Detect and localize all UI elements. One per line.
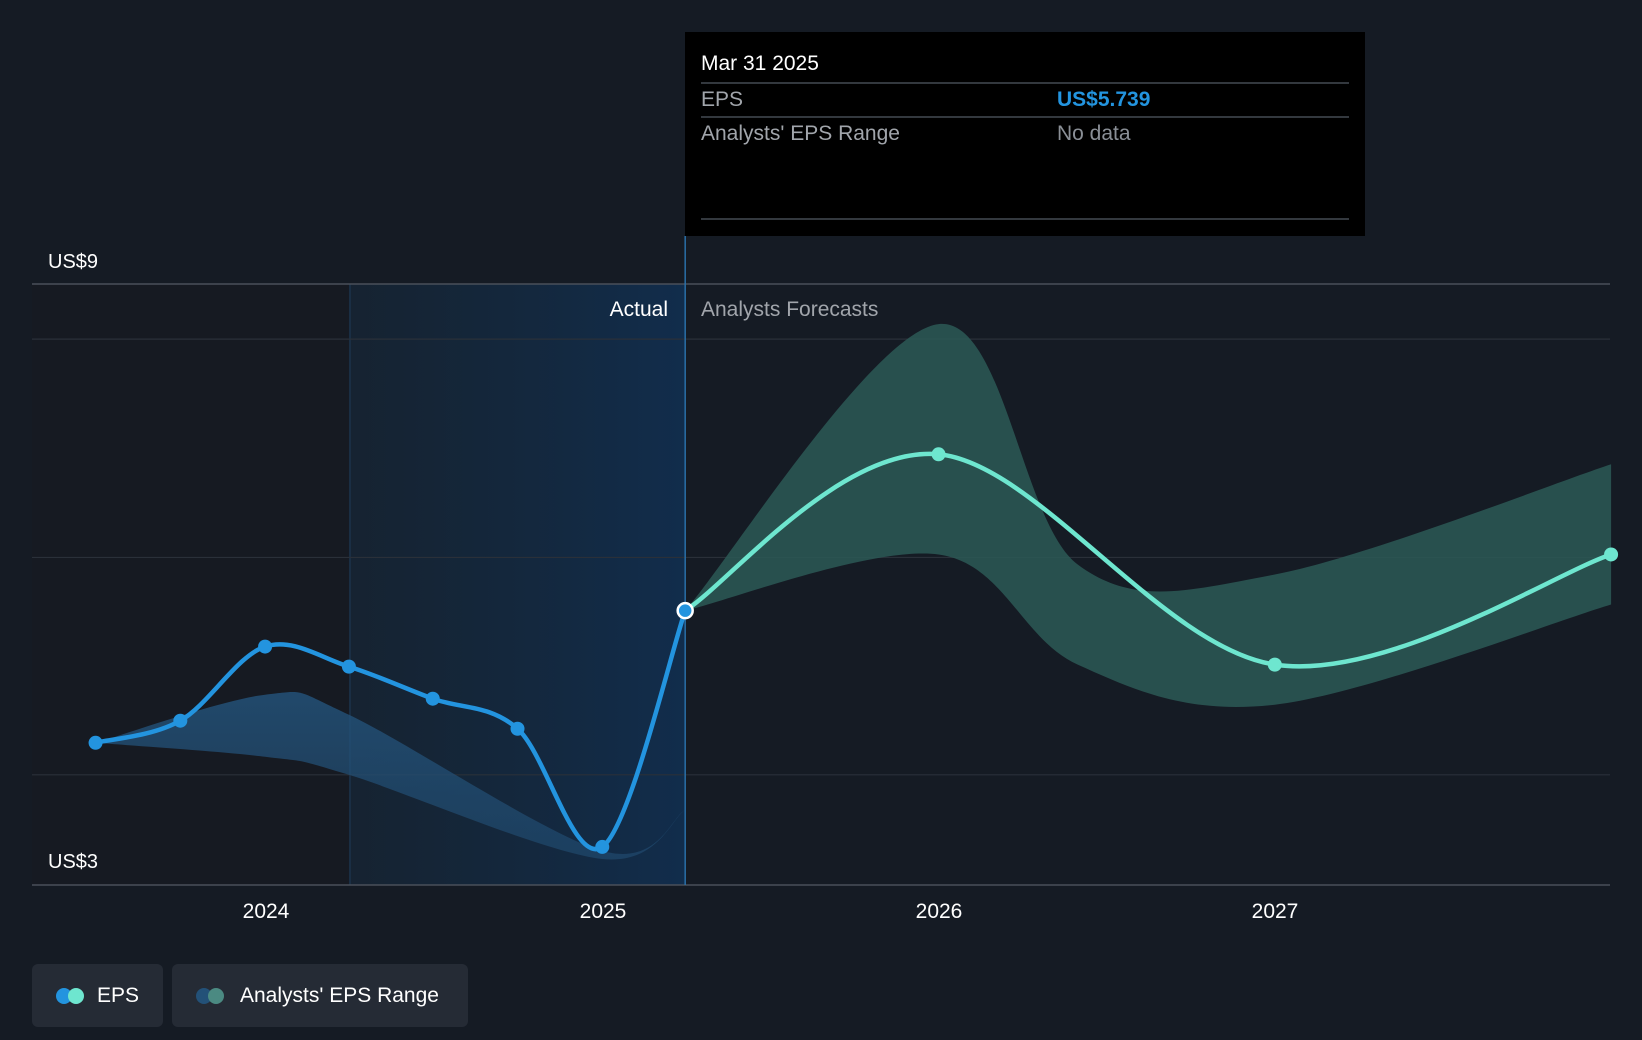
legend-eps-button[interactable]: EPS (32, 964, 163, 1027)
tooltip-box (685, 32, 1365, 236)
actual-period-highlight (348, 284, 686, 885)
tooltip-range-value: No data (1057, 122, 1131, 145)
y-tick-label-bottom: US$3 (48, 851, 98, 873)
eps-line-forecast (682, 451, 1614, 669)
eps-point-actual (258, 639, 273, 654)
eps-point-actual (510, 721, 525, 736)
range-legend-icon (196, 987, 226, 1004)
eps-legend-icon (56, 987, 84, 1004)
tooltip-range-label: Analysts' EPS Range (701, 122, 900, 145)
tooltip-date: Mar 31 2025 (701, 52, 819, 75)
tooltip: Mar 31 2025 EPS US$5.739 Analysts' EPS R… (685, 32, 1365, 236)
x-tick-label: 2027 (1252, 900, 1299, 923)
eps-point-actual (341, 659, 356, 674)
eps-point-actual (173, 713, 188, 728)
eps-point-forecast (931, 447, 946, 462)
eps-point-actual (595, 839, 610, 854)
chart-left-shade (32, 284, 350, 885)
eps-point-forecast (1267, 657, 1282, 672)
eps-point-actual (88, 735, 103, 750)
x-tick-label: 2025 (580, 900, 627, 923)
eps-point-highlighted (676, 601, 694, 620)
eps-point-actual (425, 691, 440, 706)
tooltip-eps-label: EPS (701, 88, 743, 111)
legend-range-button[interactable]: Analysts' EPS Range (172, 964, 468, 1027)
eps-points (88, 447, 1619, 854)
x-tick-label: 2026 (916, 900, 963, 923)
legend-range-label: Analysts' EPS Range (240, 983, 439, 1007)
eps-point-forecast (1604, 547, 1619, 562)
y-tick-label-top: US$9 (48, 251, 98, 273)
legend-eps-label: EPS (96, 983, 139, 1007)
x-tick-label: 2024 (243, 900, 290, 923)
actual-region-label: Actual (610, 298, 668, 321)
forecast-region-label: Analysts Forecasts (701, 298, 878, 321)
tooltip-eps-value: US$5.739 (1057, 88, 1150, 111)
range-band-actual (95, 692, 686, 860)
range-band-forecast (685, 323, 1612, 707)
